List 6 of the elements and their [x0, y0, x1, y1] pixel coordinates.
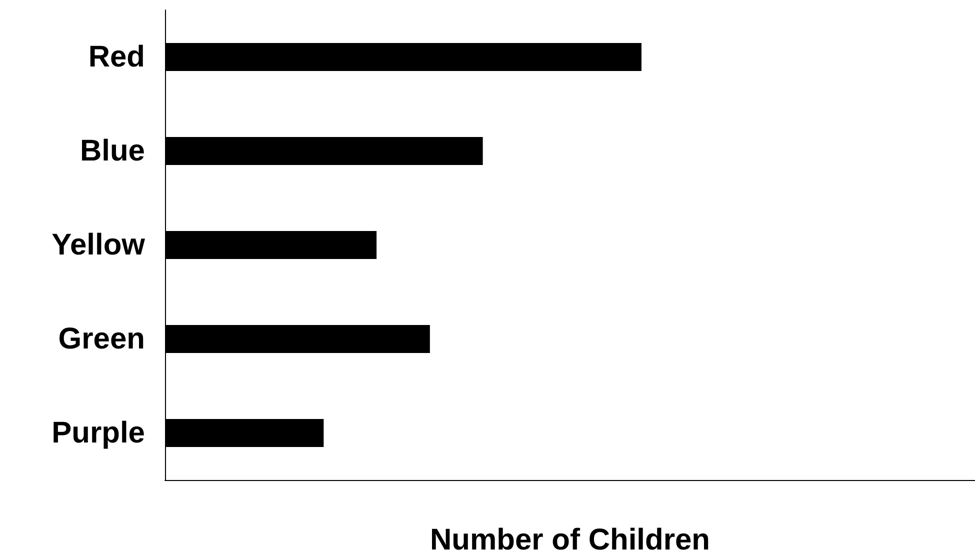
y-tick-label: Green	[58, 322, 145, 356]
y-tick-label: Yellow	[52, 228, 146, 262]
y-tick-label: Purple	[52, 416, 145, 450]
x-axis-title: Number of Children	[430, 524, 710, 556]
y-tick-label: Blue	[80, 134, 145, 168]
y-tick-label: Red	[88, 40, 145, 74]
